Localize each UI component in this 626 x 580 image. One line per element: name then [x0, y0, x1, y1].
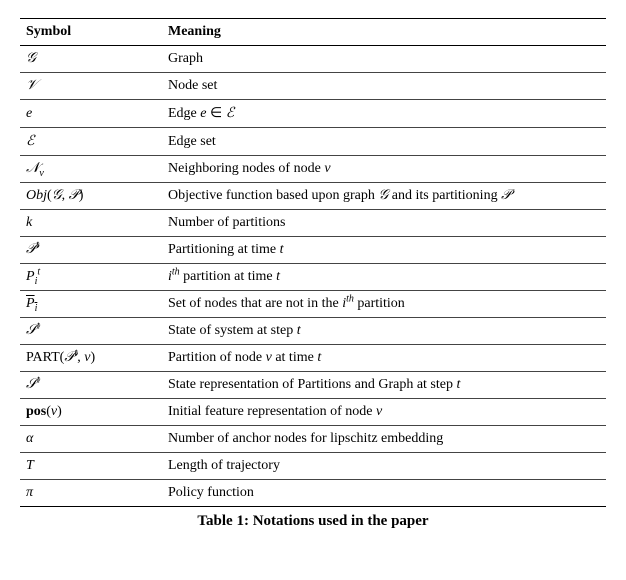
table-row: Obj(𝒢, 𝒫)Objective function based upon g…: [20, 183, 606, 210]
cell-symbol: T: [20, 453, 162, 480]
cell-meaning: ith partition at time t: [162, 264, 606, 291]
cell-symbol: Pi: [20, 291, 162, 318]
table-row: 𝒢Graph: [20, 46, 606, 73]
cell-meaning: Length of trajectory: [162, 453, 606, 480]
cell-symbol: 𝒢: [20, 46, 162, 73]
notation-table: Symbol Meaning 𝒢Graph 𝒱Node set eEdge e …: [20, 18, 606, 507]
header-meaning: Meaning: [162, 19, 606, 46]
cell-meaning: Initial feature representation of node v: [162, 399, 606, 426]
cell-symbol: Obj(𝒢, 𝒫): [20, 183, 162, 210]
table-row: pos(v)Initial feature representation of …: [20, 399, 606, 426]
cell-symbol: k: [20, 210, 162, 237]
cell-symbol: 𝒩v: [20, 156, 162, 183]
cell-symbol: ℰ: [20, 128, 162, 156]
table-row: eEdge e ∈ ℰ: [20, 100, 606, 128]
cell-meaning: Number of partitions: [162, 210, 606, 237]
cell-meaning: Edge e ∈ ℰ: [162, 100, 606, 128]
cell-symbol: Pit: [20, 264, 162, 291]
cell-symbol: 𝒱: [20, 73, 162, 100]
table-row: 𝒮tState of system at step t: [20, 318, 606, 345]
cell-symbol: α: [20, 426, 162, 453]
cell-meaning: Objective function based upon graph 𝒢 an…: [162, 183, 606, 210]
cell-meaning: Number of anchor nodes for lipschitz emb…: [162, 426, 606, 453]
cell-meaning: Partitioning at time t: [162, 237, 606, 264]
cell-symbol: 𝒫t: [20, 237, 162, 264]
cell-symbol: PART(𝒫t, v): [20, 345, 162, 372]
table-row: 𝒫tPartitioning at time t: [20, 237, 606, 264]
header-row: Symbol Meaning: [20, 19, 606, 46]
table-row: αNumber of anchor nodes for lipschitz em…: [20, 426, 606, 453]
cell-symbol: 𝒮t: [20, 372, 162, 399]
table-row: 𝒩vNeighboring nodes of node v: [20, 156, 606, 183]
cell-meaning: State representation of Partitions and G…: [162, 372, 606, 399]
cell-symbol: e: [20, 100, 162, 128]
table-row: PiSet of nodes that are not in the ith p…: [20, 291, 606, 318]
cell-meaning: Graph: [162, 46, 606, 73]
cell-meaning: Policy function: [162, 480, 606, 507]
cell-meaning: Set of nodes that are not in the ith par…: [162, 291, 606, 318]
table-row: πPolicy function: [20, 480, 606, 507]
cell-meaning: Node set: [162, 73, 606, 100]
cell-meaning: State of system at step t: [162, 318, 606, 345]
cell-meaning: Edge set: [162, 128, 606, 156]
table-row: PART(𝒫t, v)Partition of node v at time t: [20, 345, 606, 372]
table-row: TLength of trajectory: [20, 453, 606, 480]
table-row: Pitith partition at time t: [20, 264, 606, 291]
table-row: 𝒮tState representation of Partitions and…: [20, 372, 606, 399]
cell-meaning: Neighboring nodes of node v: [162, 156, 606, 183]
table-row: 𝒱Node set: [20, 73, 606, 100]
cell-symbol: π: [20, 480, 162, 507]
header-symbol: Symbol: [20, 19, 162, 46]
cell-symbol: 𝒮t: [20, 318, 162, 345]
table-row: ℰEdge set: [20, 128, 606, 156]
table-row: kNumber of partitions: [20, 210, 606, 237]
table-caption: Table 1: Notations used in the paper: [20, 513, 606, 530]
cell-meaning: Partition of node v at time t: [162, 345, 606, 372]
cell-symbol: pos(v): [20, 399, 162, 426]
